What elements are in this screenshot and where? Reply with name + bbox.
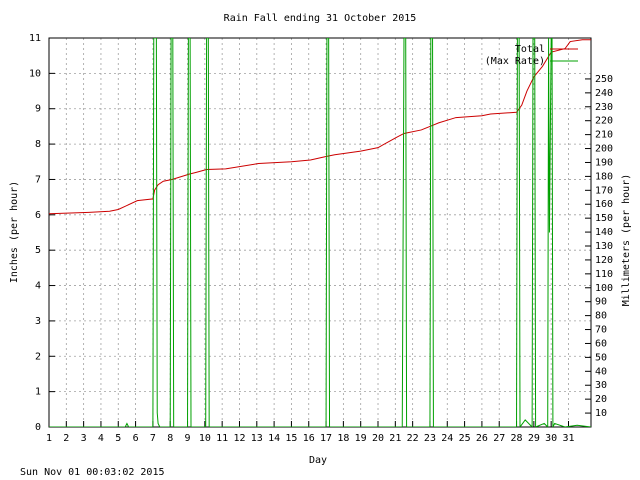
x-tick-label: 30 — [545, 433, 557, 444]
timestamp: Sun Nov 01 00:03:02 2015 — [20, 467, 165, 478]
x-tick-label: 19 — [355, 433, 367, 444]
y2-tick-label: 100 — [595, 283, 613, 294]
legend-label: (Max Rate) — [485, 56, 545, 67]
x-tick-label: 18 — [337, 433, 349, 444]
y2-tick-label: 150 — [595, 213, 613, 224]
y2-tick-label: 90 — [595, 297, 607, 308]
y2-tick-label: 50 — [595, 352, 607, 363]
x-tick-label: 13 — [251, 433, 263, 444]
y-tick-label: 1 — [35, 387, 41, 398]
y-tick-label: 6 — [35, 210, 41, 221]
x-tick-label: 31 — [562, 433, 574, 444]
x-tick-label: 29 — [528, 433, 540, 444]
x-tick-label: 7 — [150, 433, 156, 444]
y-tick-label: 2 — [35, 351, 41, 362]
x-tick-label: 4 — [98, 433, 104, 444]
x-tick-label: 3 — [81, 433, 87, 444]
x-tick-label: 23 — [424, 433, 436, 444]
x-tick-label: 14 — [268, 433, 280, 444]
y2-tick-label: 220 — [595, 116, 613, 127]
y2-axis-label: Millimeters (per hour) — [621, 174, 632, 306]
y2-tick-label: 190 — [595, 157, 613, 168]
y2-tick-label: 230 — [595, 102, 613, 113]
x-tick-label: 27 — [493, 433, 505, 444]
y2-tick-label: 20 — [595, 394, 607, 405]
x-tick-label: 26 — [476, 433, 488, 444]
y-axis-label: Inches (per hour) — [9, 181, 20, 283]
x-tick-label: 12 — [233, 433, 245, 444]
y2-tick-label: 180 — [595, 171, 613, 182]
x-tick-label: 24 — [441, 433, 453, 444]
y2-tick-label: 10 — [595, 408, 607, 419]
y2-tick-label: 80 — [595, 311, 607, 322]
y-tick-label: 10 — [29, 68, 41, 79]
y2-tick-label: 60 — [595, 338, 607, 349]
x-tick-label: 11 — [216, 433, 228, 444]
series-line — [49, 39, 591, 215]
y2-tick-label: 200 — [595, 144, 613, 155]
x-tick-label: 16 — [303, 433, 315, 444]
series-line — [49, 38, 591, 427]
x-tick-label: 10 — [199, 433, 211, 444]
y2-tick-label: 130 — [595, 241, 613, 252]
x-tick-label: 21 — [389, 433, 401, 444]
y2-tick-label: 30 — [595, 380, 607, 391]
y-tick-label: 3 — [35, 316, 41, 327]
legend-label: Total — [515, 44, 545, 55]
x-tick-label: 15 — [285, 433, 297, 444]
y-tick-label: 11 — [29, 33, 41, 44]
x-tick-label: 9 — [185, 433, 191, 444]
plot-area — [49, 38, 591, 427]
y2-tick-label: 170 — [595, 185, 613, 196]
y-tick-label: 5 — [35, 245, 41, 256]
y2-tick-label: 70 — [595, 325, 607, 336]
y-tick-label: 0 — [35, 422, 41, 433]
chart-title: Rain Fall ending 31 October 2015 — [224, 13, 417, 24]
y-tick-label: 7 — [35, 174, 41, 185]
y2-tick-label: 120 — [595, 255, 613, 266]
x-tick-label: 22 — [407, 433, 419, 444]
x-tick-label: 8 — [167, 433, 173, 444]
y2-tick-label: 140 — [595, 227, 613, 238]
y2-tick-label: 240 — [595, 88, 613, 99]
x-tick-label: 5 — [115, 433, 121, 444]
x-tick-label: 28 — [511, 433, 523, 444]
x-tick-label: 2 — [63, 433, 69, 444]
x-tick-label: 1 — [46, 433, 52, 444]
x-tick-label: 25 — [459, 433, 471, 444]
y2-tick-label: 160 — [595, 199, 613, 210]
y2-tick-label: 210 — [595, 130, 613, 141]
x-tick-label: 6 — [133, 433, 139, 444]
y-tick-label: 4 — [35, 281, 41, 292]
y-tick-label: 8 — [35, 139, 41, 150]
x-axis-label: Day — [309, 455, 327, 466]
y2-tick-label: 110 — [595, 269, 613, 280]
y2-tick-label: 40 — [595, 366, 607, 377]
y-tick-label: 9 — [35, 104, 41, 115]
x-tick-label: 20 — [372, 433, 384, 444]
x-tick-label: 17 — [320, 433, 332, 444]
y2-tick-label: 250 — [595, 74, 613, 85]
